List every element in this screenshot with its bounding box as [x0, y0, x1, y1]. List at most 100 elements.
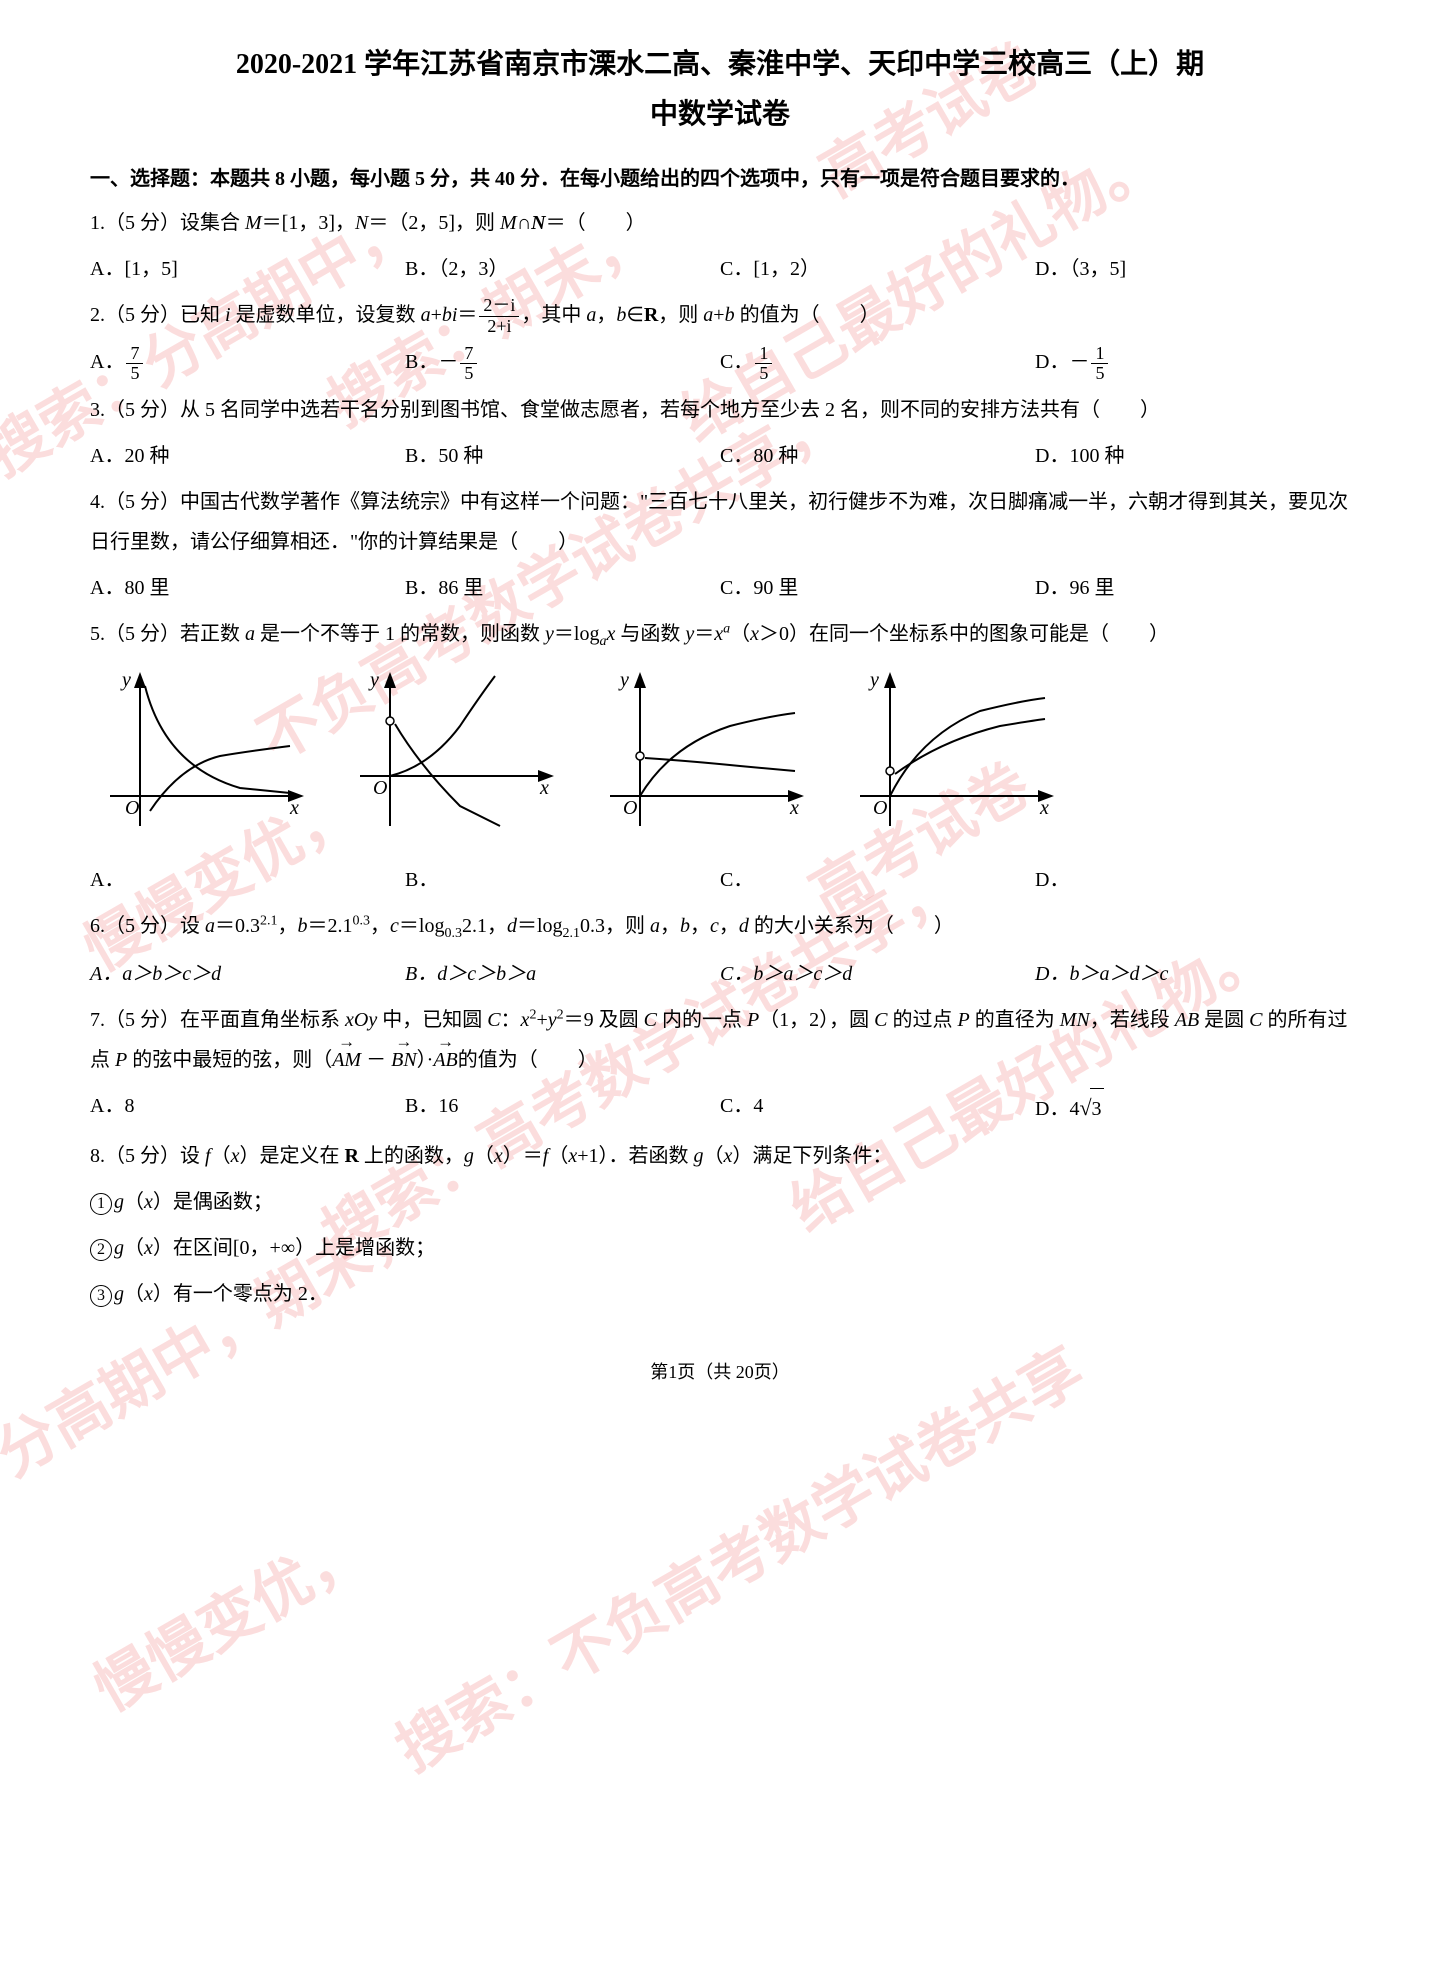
q1-N: N	[355, 212, 368, 234]
q8-cond-3: 3g（x）有一个零点为 2．	[90, 1274, 1350, 1314]
q8-t5: （	[474, 1145, 494, 1167]
svg-text:x: x	[539, 777, 549, 799]
question-1: 1.（5 分）设集合 M＝[1，3]，N＝（2，5]，则 M∩N＝（ ）	[90, 203, 1350, 243]
q4-opt-a: A．80 里	[90, 568, 405, 608]
q5-label-d: D．	[1035, 860, 1350, 900]
q6-opt-c: C．b＞a＞c＞d	[720, 954, 1035, 994]
q2-opt-b: B．－75	[405, 342, 720, 384]
title-line-2: 中数学试卷	[90, 90, 1350, 140]
q2-a-den: 5	[126, 364, 143, 384]
q1-opt-b: B．（2，3）	[405, 249, 720, 289]
q1-MN: M	[500, 212, 517, 234]
q2-d-num: 1	[1091, 344, 1108, 365]
q2-t5: 的值为（ ）	[735, 304, 880, 326]
question-5: 5.（5 分）若正数 a 是一个不等于 1 的常数，则函数 y＝logax 与函…	[90, 614, 1350, 656]
q5-graph-labels: A． B． C． D．	[90, 860, 1350, 900]
q8-t10: ）满足下列条件：	[732, 1145, 892, 1167]
q2-frac-den: 2+i	[479, 317, 519, 337]
svg-text:x: x	[1039, 797, 1049, 819]
svg-text:x: x	[789, 797, 799, 819]
q8-t4: 上的函数，	[359, 1145, 464, 1167]
q8-cond-2: 2g（x）在区间[0，+∞）上是增函数；	[90, 1228, 1350, 1268]
q7-d-pre: D．4	[1035, 1098, 1079, 1120]
q4-opt-c: C．90 里	[720, 568, 1035, 608]
q5-label-c: C．	[720, 860, 1035, 900]
q8-t8: +1）．若函数	[577, 1145, 693, 1167]
q2-t3: ，其中	[521, 304, 586, 326]
q5-graph-b: O x y	[340, 666, 560, 850]
q2-d-den: 5	[1091, 364, 1108, 384]
svg-text:x: x	[289, 797, 299, 819]
svg-text:O: O	[623, 797, 637, 819]
watermark: 慢慢变优，	[70, 1493, 390, 1747]
q7-t6: 的过点	[888, 1009, 958, 1031]
svg-text:y: y	[368, 669, 379, 691]
q7-t9: 是圆	[1199, 1009, 1249, 1031]
q8-c1-rest: 是偶函数；	[173, 1191, 273, 1213]
q5-t5: ＞0）在同一个坐标系中的图象可能是（ ）	[759, 623, 1169, 645]
graph-d-svg: O x y	[840, 666, 1060, 836]
q4-options: A．80 里 B．86 里 C．90 里 D．96 里	[90, 568, 1350, 608]
q2-b-pre: B．－	[405, 351, 458, 373]
q2-options: A．75 B．－75 C．15 D．－15	[90, 342, 1350, 384]
section-1-heading: 一、选择题：本题共 8 小题，每小题 5 分，共 40 分．在每小题给出的四个选…	[90, 159, 1350, 199]
q6-opt-d: D．b＞a＞d＞c	[1035, 954, 1350, 994]
q2-a-pre: A．	[90, 351, 124, 373]
svg-text:O: O	[125, 797, 139, 819]
page-footer: 第1页（共 20页）	[90, 1354, 1350, 1390]
q5-graph-a: O x y	[90, 666, 310, 850]
q2-t1: 2.（5 分）已知	[90, 304, 225, 326]
q1-post3: ＝（ ）	[546, 212, 646, 234]
q6-opt-b: B．d＞c＞b＞a	[405, 954, 720, 994]
q7-opt-a: A．8	[90, 1086, 405, 1130]
q5-graph-c: O x y	[590, 666, 810, 850]
q2-ab: a	[586, 304, 596, 326]
question-6: 6.（5 分）设 a＝0.32.1，b＝2.10.3，c＝log0.32.1，d…	[90, 906, 1350, 948]
q7-t12: －	[366, 1049, 386, 1071]
q1-options: A．[1，5] B．（2，3） C．[1，2） D．（3，5]	[90, 249, 1350, 289]
q7-t5: （1，2），圆	[759, 1009, 874, 1031]
q2-d-pre: D．－	[1035, 351, 1089, 373]
question-7: 7.（5 分）在平面直角坐标系 xOy 中，已知圆 C：x2+y2＝9 及圆 C…	[90, 1000, 1350, 1080]
q5-graph-d: O x y	[840, 666, 1060, 850]
q7-opt-d: D．4√3	[1035, 1086, 1350, 1130]
q5-t3: 与函数	[615, 623, 685, 645]
q8-t6: ）＝	[503, 1145, 543, 1167]
q8-t1: 8.（5 分）设	[90, 1145, 205, 1167]
question-4: 4.（5 分）中国古代数学著作《算法统宗》中有这样一个问题："三百七十八里关，初…	[90, 482, 1350, 562]
question-8: 8.（5 分）设 f（x）是定义在 R 上的函数，g（x）＝f（x+1）．若函数…	[90, 1136, 1350, 1176]
q2-opt-a: A．75	[90, 342, 405, 384]
q7-t8: ，若线段	[1090, 1009, 1175, 1031]
q8-t9: （	[704, 1145, 724, 1167]
graph-c-svg: O x y	[590, 666, 810, 836]
q4-opt-b: B．86 里	[405, 568, 720, 608]
q7-t14: 的值为（ ）	[458, 1049, 598, 1071]
q2-c-pre: C．	[720, 351, 753, 373]
q2-a-num: 7	[126, 344, 143, 365]
q8-n2: 2	[90, 1239, 112, 1261]
q6-options: A．a＞b＞c＞d B．d＞c＞b＞a C．b＞a＞c＞d D．b＞a＞d＞c	[90, 954, 1350, 994]
q5-label-a: A．	[90, 860, 405, 900]
q1-post2: ＝（2，5]，则	[368, 212, 500, 234]
q3-options: A．20 种 B．50 种 C．80 种 D．100 种	[90, 436, 1350, 476]
q1-opt-a: A．[1，5]	[90, 249, 405, 289]
q7-t7: 的直径为	[970, 1009, 1060, 1031]
q2-frac-num: 2－i	[479, 296, 519, 317]
svg-text:O: O	[873, 797, 887, 819]
q8-n3: 3	[90, 1285, 112, 1307]
q2-b-den: 5	[460, 364, 477, 384]
exam-title: 2020-2021 学年江苏省南京市溧水二高、秦淮中学、天印中学三校高三（上）期…	[90, 40, 1350, 141]
q3-opt-d: D．100 种	[1035, 436, 1350, 476]
q2-c-den: 5	[755, 364, 772, 384]
q8-t2: （	[211, 1145, 231, 1167]
q1-post: ＝[1，3]，	[262, 212, 355, 234]
q2-frac: 2－i2+i	[479, 296, 519, 337]
q1-opt-d: D．（3，5]	[1035, 249, 1350, 289]
q5-t2: 是一个不等于 1 的常数，则函数	[255, 623, 545, 645]
q6-t2: ，则	[605, 915, 650, 937]
q6-opt-a: A．a＞b＞c＞d	[90, 954, 405, 994]
graph-b-svg: O x y	[340, 666, 560, 836]
q5-t4: （	[730, 623, 750, 645]
q7-t13: ）·	[417, 1049, 434, 1071]
q8-n1: 1	[90, 1193, 112, 1215]
